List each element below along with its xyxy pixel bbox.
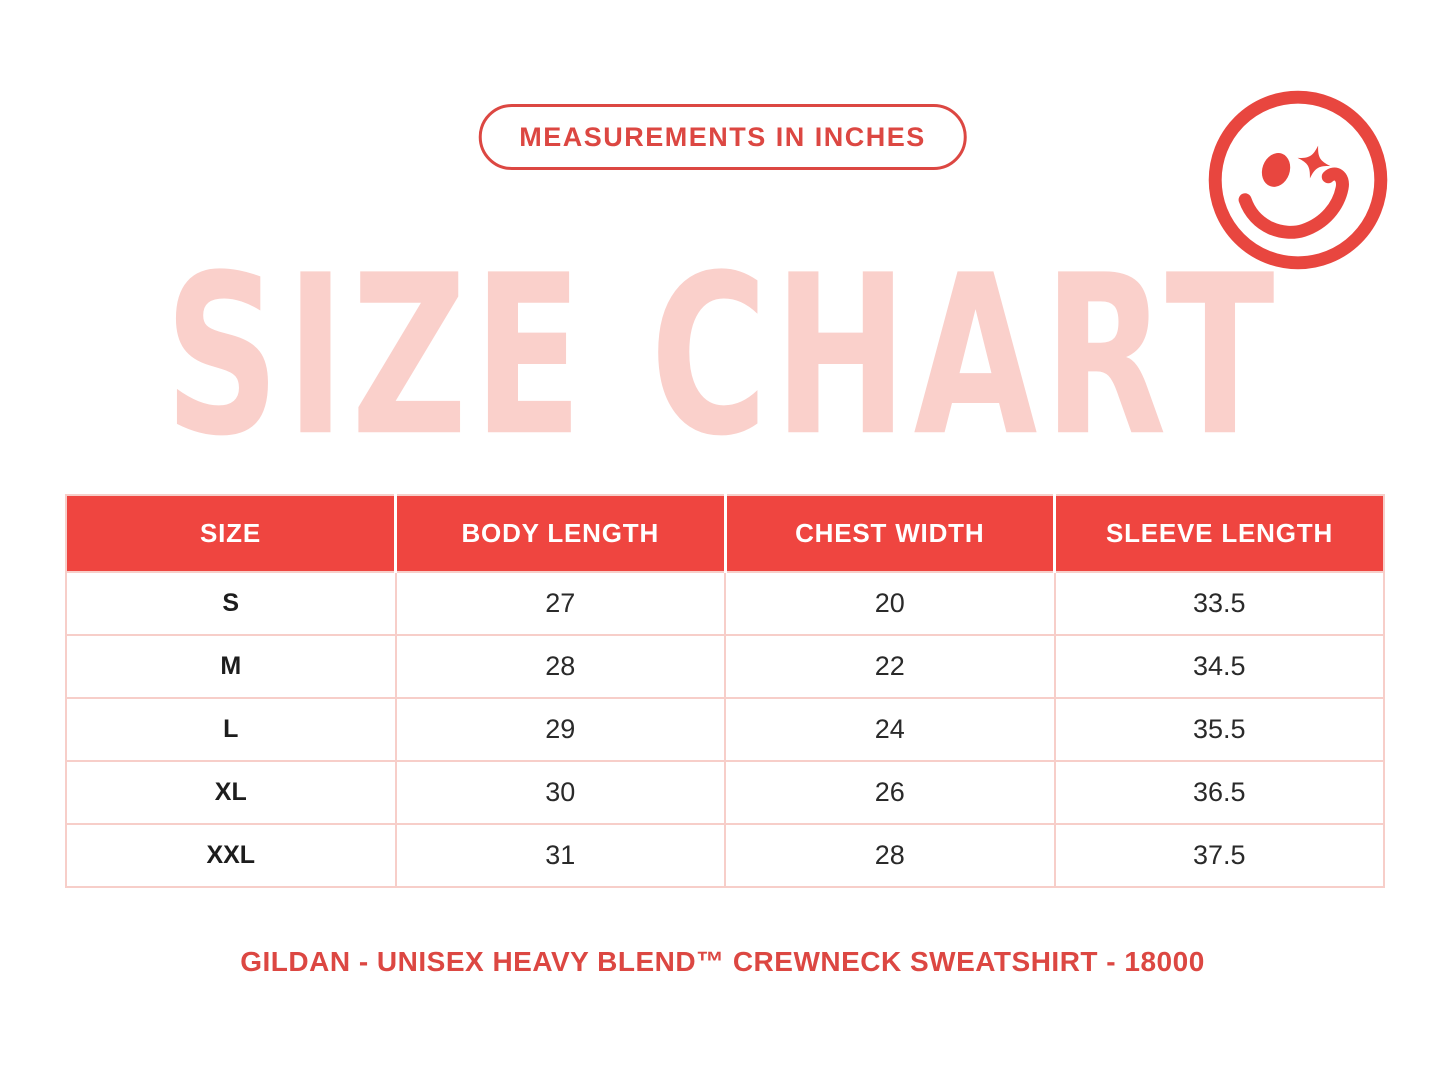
page-title: SIZE CHART xyxy=(164,226,1281,485)
body-length-cell: 29 xyxy=(394,697,726,762)
body-length-cell: 31 xyxy=(394,823,726,888)
table-row-s: S 27 20 33.5 xyxy=(65,571,1385,636)
chest-width-cell: 22 xyxy=(724,634,1056,699)
column-header-body-length: BODY LENGTH xyxy=(394,495,725,573)
chest-width-cell: 28 xyxy=(724,823,1056,888)
smiley-icon xyxy=(1208,90,1388,270)
table-row-l: L 29 24 35.5 xyxy=(65,697,1385,762)
body-length-cell: 28 xyxy=(394,634,726,699)
sleeve-length-cell: 36.5 xyxy=(1053,760,1385,825)
body-length-cell: 30 xyxy=(394,760,726,825)
sleeve-length-cell: 37.5 xyxy=(1053,823,1385,888)
size-cell: L xyxy=(65,697,397,762)
sleeve-length-cell: 34.5 xyxy=(1053,634,1385,699)
chest-width-cell: 26 xyxy=(724,760,1056,825)
size-cell: S xyxy=(65,571,397,636)
product-caption: GILDAN - UNISEX HEAVY BLEND™ CREWNECK SW… xyxy=(240,946,1205,977)
sleeve-length-cell: 33.5 xyxy=(1053,571,1385,636)
column-header-size: SIZE xyxy=(66,495,396,573)
table-row-m: M 28 22 34.5 xyxy=(65,634,1385,699)
size-table: SIZE BODY LENGTH CHEST WIDTH SLEEVE LENG… xyxy=(65,494,1385,888)
chest-width-cell: 24 xyxy=(724,697,1056,762)
size-cell: XXL xyxy=(65,823,397,888)
size-cell: M xyxy=(65,634,397,699)
table-row-xl: XL 30 26 36.5 xyxy=(65,760,1385,825)
table-row-xxl: XXL 31 28 37.5 xyxy=(65,823,1385,888)
measurements-units-badge: MEASUREMENTS IN INCHES xyxy=(478,104,967,170)
sleeve-length-cell: 35.5 xyxy=(1053,697,1385,762)
column-header-chest-width: CHEST WIDTH xyxy=(723,495,1055,573)
size-cell: XL xyxy=(65,760,397,825)
body-length-cell: 27 xyxy=(394,571,726,636)
column-header-sleeve-length: SLEEVE LENGTH xyxy=(1053,495,1384,573)
header-row: SIZE BODY LENGTH CHEST WIDTH SLEEVE LENG… xyxy=(66,495,1384,573)
chest-width-cell: 20 xyxy=(724,571,1056,636)
